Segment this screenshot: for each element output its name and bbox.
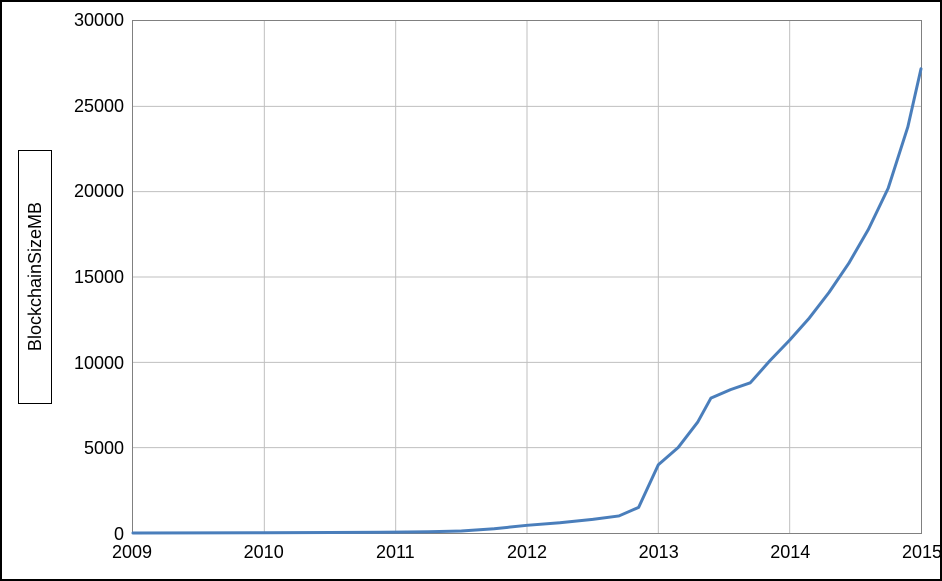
y-tick-label: 15000 <box>62 267 124 288</box>
x-tick-label: 2011 <box>376 542 415 563</box>
chart-outer-frame: BlockchainSizeMB 0 5000 10000 15000 2000… <box>0 0 942 581</box>
y-tick-label: 10000 <box>62 353 124 374</box>
y-tick-label: 30000 <box>62 10 124 31</box>
y-axis-label-box: BlockchainSizeMB <box>18 150 52 404</box>
y-axis-label: BlockchainSizeMB <box>25 202 46 351</box>
y-tick-label: 25000 <box>62 96 124 117</box>
data-line <box>133 21 921 533</box>
y-tick-label: 20000 <box>62 181 124 202</box>
x-tick-label: 2012 <box>507 542 547 563</box>
x-tick-label: 2014 <box>770 542 810 563</box>
x-tick-label: 2013 <box>639 542 679 563</box>
x-tick-label: 2009 <box>112 542 152 563</box>
x-tick-label: 2010 <box>244 542 284 563</box>
plot-area <box>132 20 922 534</box>
x-tick-label: 2015 <box>902 542 942 563</box>
y-tick-label: 5000 <box>62 438 124 459</box>
